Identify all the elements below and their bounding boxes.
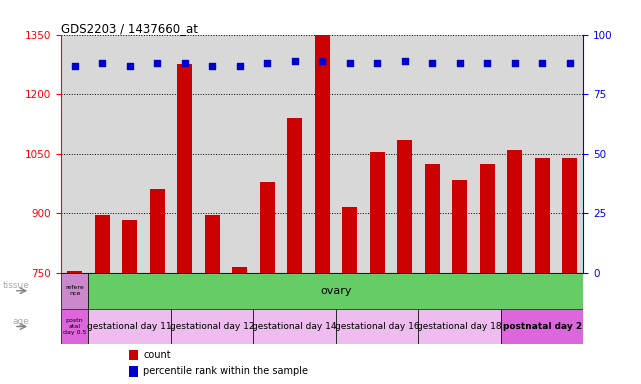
Point [510,60,520,66]
Bar [95,215,110,273]
Bar [149,189,165,273]
Bar [61,273,88,309]
Point [235,63,245,69]
Text: age: age [13,317,29,326]
Bar [452,180,467,273]
Text: count: count [144,350,171,360]
Point [565,60,575,66]
Point [97,60,107,66]
Text: gestational day 16: gestational day 16 [335,322,419,331]
Point [537,60,547,66]
Bar [479,164,495,273]
Point [152,60,162,66]
Bar [129,366,138,377]
Bar [122,220,137,273]
Text: percentile rank within the sample: percentile rank within the sample [144,366,308,376]
Bar [61,309,88,344]
Bar [260,182,275,273]
Bar [67,271,82,273]
Point [399,58,410,64]
Point [454,60,465,66]
Text: gestational day 14: gestational day 14 [253,322,337,331]
Point [69,63,79,69]
Point [262,60,272,66]
Bar [342,207,357,273]
Bar [315,35,329,273]
Bar [424,164,440,273]
Bar [129,350,138,361]
Bar [397,140,412,273]
Point [290,58,300,64]
Point [124,63,135,69]
Bar [507,150,522,273]
Point [179,60,190,66]
Bar [419,309,501,344]
Text: tissue: tissue [3,281,29,290]
Bar [535,158,549,273]
Text: postn
atal
day 0.5: postn atal day 0.5 [63,318,87,335]
Point [482,60,492,66]
Bar [253,309,336,344]
Bar [369,152,385,273]
Point [372,60,382,66]
Text: gestational day 18: gestational day 18 [417,322,502,331]
Bar [88,309,171,344]
Bar [232,267,247,273]
Point [317,58,328,64]
Text: gestational day 12: gestational day 12 [170,322,254,331]
Point [207,63,217,69]
Text: postnatal day 2: postnatal day 2 [503,322,581,331]
Bar [562,158,577,273]
Text: gestational day 11: gestational day 11 [87,322,172,331]
Bar [204,215,220,273]
Bar [171,309,253,344]
Bar [501,309,583,344]
Bar [287,118,302,273]
Bar [336,309,419,344]
Bar [177,65,192,273]
Text: ovary: ovary [320,286,352,296]
Text: refere
nce: refere nce [65,285,84,296]
Text: GDS2203 / 1437660_at: GDS2203 / 1437660_at [61,22,198,35]
Point [344,60,354,66]
Point [427,60,437,66]
